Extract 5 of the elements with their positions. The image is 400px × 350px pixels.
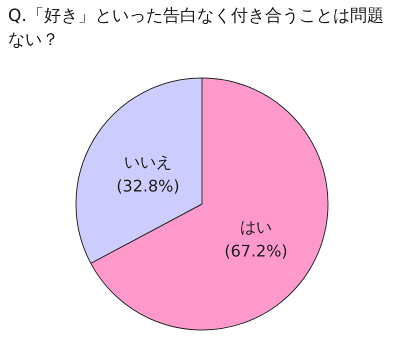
data-label: (32.8%) bbox=[116, 176, 180, 196]
data-label: (67.2%) bbox=[224, 241, 288, 260]
slice-label: いいえ bbox=[124, 152, 172, 172]
slice-label: はい bbox=[240, 217, 272, 236]
chart-title: Q.「好き」といった告白なく付き合うことは問題ない？ bbox=[8, 5, 385, 52]
